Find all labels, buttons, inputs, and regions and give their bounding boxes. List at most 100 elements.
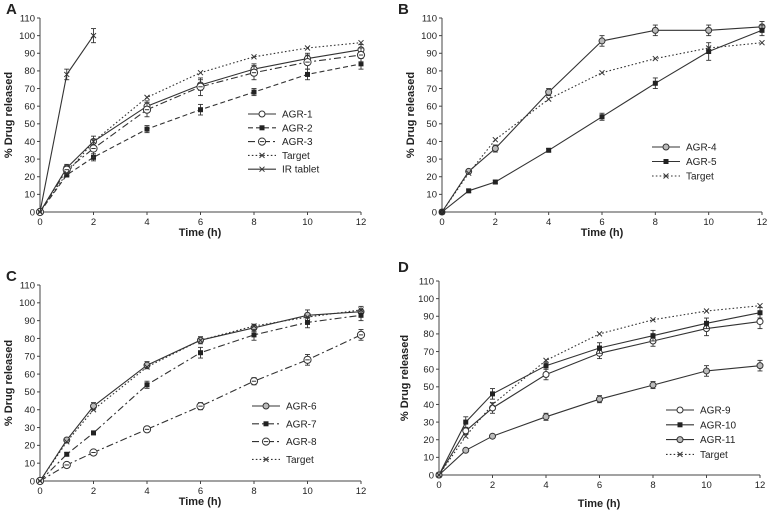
data-point <box>759 27 765 33</box>
y-tick-label: 110 <box>20 280 35 291</box>
data-point <box>489 401 496 408</box>
data-point <box>436 472 442 478</box>
legend-marker <box>263 456 269 463</box>
series-line <box>39 42 362 213</box>
data-point <box>599 69 605 76</box>
legend-label: AGR-6 <box>286 402 317 413</box>
data-point <box>144 382 150 388</box>
y-tick-label: 20 <box>24 172 35 183</box>
y-tick-label: 60 <box>423 364 434 375</box>
series-line <box>39 314 362 482</box>
y-tick-label: 0 <box>30 476 35 487</box>
x-tick-label: 4 <box>543 480 548 491</box>
series-agr-3 <box>35 47 366 217</box>
legend-marker <box>259 152 265 159</box>
x-tick-label: 8 <box>251 217 256 228</box>
data-point <box>756 318 764 326</box>
x-tick-label: 10 <box>302 217 313 228</box>
x-tick-label: 10 <box>302 486 313 497</box>
legend-item: AGR-9 <box>666 406 731 417</box>
panel-letter: C <box>6 268 17 285</box>
series-line <box>39 309 362 482</box>
data-point <box>546 147 552 153</box>
data-point <box>91 430 96 436</box>
chart-panel-a: A 0 10 20 30 40 50 60 70 80 90 100 110 0 2 4 6 8 10 12 Time … <box>3 1 366 239</box>
panel-letter: A <box>6 1 17 18</box>
data-point <box>142 425 152 434</box>
legend-marker <box>663 173 669 179</box>
data-point <box>358 61 364 67</box>
y-tick-label: 70 <box>423 347 434 358</box>
data-point <box>703 367 710 375</box>
data-point <box>303 57 312 67</box>
data-point <box>304 314 311 320</box>
legend-label: AGR-3 <box>282 137 313 148</box>
legend-item: AGR-2 <box>248 123 313 134</box>
series-ir-tablet <box>37 28 97 215</box>
x-tick-label: 4 <box>546 217 551 228</box>
data-point <box>462 427 470 435</box>
data-point <box>196 82 205 91</box>
x-tick-label: 12 <box>356 486 367 497</box>
y-tick-label: 90 <box>24 49 35 60</box>
y-tick-label: 50 <box>423 382 434 393</box>
panel-letter: B <box>398 1 409 18</box>
y-axis-label: % Drug released <box>3 340 15 426</box>
data-point <box>64 172 70 178</box>
series-agr-7 <box>37 309 364 484</box>
data-point <box>144 94 150 101</box>
data-point <box>649 381 657 389</box>
y-tick-label: 10 <box>24 458 35 469</box>
data-point <box>492 136 499 143</box>
legend-marker <box>261 437 271 446</box>
series-line <box>39 334 362 482</box>
x-tick-label: 12 <box>757 217 767 228</box>
data-point <box>490 391 495 397</box>
y-tick-label: 30 <box>423 417 434 428</box>
chart-panel-c: C 0 10 20 30 40 50 60 70 80 90 100 110 0 2 4 6 8 10 12 Time … <box>3 268 366 508</box>
data-point <box>705 26 713 34</box>
y-tick-label: 100 <box>19 31 35 42</box>
y-tick-label: 100 <box>421 31 437 42</box>
y-tick-label: 20 <box>423 435 434 446</box>
legend-label: AGR-8 <box>286 437 317 448</box>
data-point <box>489 432 496 440</box>
data-point <box>249 68 259 77</box>
x-tick-label: 2 <box>91 217 96 228</box>
data-point <box>543 357 549 364</box>
data-point <box>705 45 712 51</box>
series-line <box>39 311 362 482</box>
data-point <box>37 209 43 215</box>
legend-label: Target <box>286 455 314 466</box>
data-point <box>63 170 70 177</box>
legend-item: Target <box>652 172 714 183</box>
data-point <box>251 53 257 60</box>
series-line <box>39 35 94 213</box>
legend-label: AGR-7 <box>286 419 317 430</box>
x-tick-label: 6 <box>198 217 203 228</box>
data-point <box>439 209 445 215</box>
legend-marker <box>258 110 266 118</box>
x-tick-label: 0 <box>37 217 42 228</box>
legend-marker <box>676 436 684 444</box>
data-point <box>545 88 553 96</box>
data-point <box>466 188 472 194</box>
x-axis-label: Time (h) <box>578 498 621 510</box>
x-tick-label: 8 <box>650 480 655 491</box>
data-point <box>462 446 470 454</box>
data-point <box>89 448 98 457</box>
legend-label: AGR-5 <box>686 157 717 168</box>
data-point <box>305 319 310 325</box>
data-point <box>465 167 473 175</box>
legend: AGR-9 AGR-10 AGR-11 Target <box>666 406 737 461</box>
x-tick-label: 0 <box>37 486 42 497</box>
x-axis-label: Time (h) <box>179 227 222 239</box>
x-tick-label: 12 <box>356 217 367 228</box>
data-point <box>64 451 70 457</box>
data-point <box>63 71 70 78</box>
x-tick-label: 0 <box>436 480 441 491</box>
data-point <box>706 49 712 55</box>
data-point <box>90 138 97 145</box>
data-point <box>356 330 366 339</box>
data-point <box>198 350 203 356</box>
